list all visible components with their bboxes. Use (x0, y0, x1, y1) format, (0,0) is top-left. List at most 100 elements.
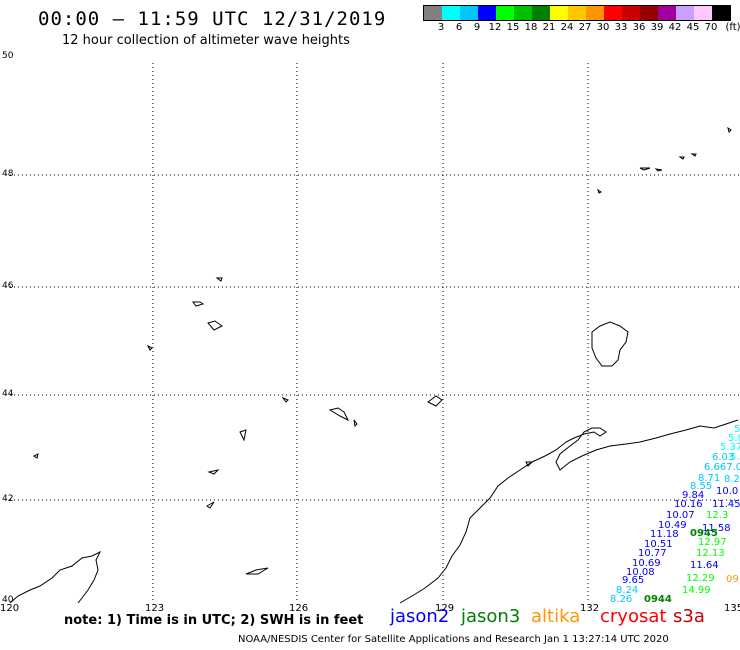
satellite-legend-jason3: jason3 (461, 606, 521, 627)
island-8 (206, 501, 215, 509)
wave-height-label: 5.37 (720, 442, 740, 453)
color-swatch (550, 6, 568, 20)
island-16 (690, 153, 697, 157)
color-swatch (694, 6, 712, 20)
color-legend-label: 36 (632, 22, 646, 33)
color-swatch (478, 6, 496, 20)
latitude-labels: 50 48 46 44 42 40 (2, 51, 14, 605)
wave-height-label: 10.07 (666, 510, 695, 521)
wave-height-label: 12.97 (698, 537, 727, 548)
island-15 (678, 156, 685, 160)
wave-height-label: 14.99 (682, 585, 711, 596)
island-9 (245, 567, 269, 575)
wave-height-label: 10.0 (716, 486, 738, 497)
wave-height-label: 6.03 (712, 452, 734, 463)
satellite-legend-cryosat: cryosat (600, 606, 667, 627)
wave-height-label: 12.13 (696, 548, 725, 559)
wave-height-label: 10.49 (658, 520, 687, 531)
mainland-coast (399, 419, 739, 604)
wave-height-label: 10.77 (638, 548, 667, 559)
longitude-label: 132 (580, 603, 599, 614)
color-swatch (442, 6, 460, 20)
satellite-legend-altika: altika (531, 606, 581, 627)
wave-height-label: 8.71 (698, 473, 720, 484)
wave-height-label: 11.64 (690, 560, 719, 571)
longitude-label: 126 (289, 603, 308, 614)
color-swatch (424, 6, 442, 20)
island-18 (654, 168, 663, 172)
color-legend-label: 3 (437, 22, 445, 33)
latitude-label: 40 (2, 595, 14, 605)
map-subtitle: 12 hour collection of altimeter wave hei… (62, 33, 350, 48)
island-7 (207, 469, 220, 475)
island-19 (727, 126, 732, 133)
longitude-label: 129 (435, 603, 454, 614)
color-legend-label: 12 (488, 22, 502, 33)
coastline (9, 126, 739, 604)
wave-height-label: 8.2 (724, 474, 740, 485)
southwest-coast (9, 550, 102, 604)
latitude-label: 42 (2, 494, 13, 504)
wave-height-labels: 5.35.855.375.36.036.667.08.718.28.559.84… (610, 424, 740, 605)
note-text: note: 1) Time is in UTC; 2) SWH is in fe… (64, 613, 364, 628)
wave-height-label: 0945 (690, 528, 718, 539)
wave-height-label: 5.3 (730, 452, 740, 463)
lat-lon-grid (10, 63, 740, 603)
latitude-label: 46 (2, 281, 14, 291)
wave-height-label: 11.18 (650, 529, 679, 540)
island-11 (33, 453, 39, 459)
color-legend-label: 33 (614, 22, 628, 33)
wave-height-label: 09 (726, 574, 739, 585)
color-legend-label: 15 (506, 22, 520, 33)
island-10 (281, 396, 289, 403)
wave-height-label: 8.24 (616, 585, 638, 596)
satellite-legend-jason2: jason2 (390, 606, 450, 627)
wave-height-label: 5.85 (728, 433, 740, 444)
color-swatch (532, 6, 550, 20)
island-2 (207, 320, 223, 331)
color-legend-label: 39 (650, 22, 664, 33)
color-swatch (514, 6, 532, 20)
island-lake-coast (591, 321, 629, 367)
wave-height-label: 11.58 (702, 523, 731, 534)
island-1 (192, 301, 205, 307)
longitude-label: 135 (724, 603, 740, 614)
longitude-label: 120 (0, 603, 19, 614)
color-swatch (568, 6, 586, 20)
wave-height-label: 0944 (644, 594, 672, 605)
color-legend-label: (ft) (725, 22, 740, 33)
island-14 (597, 188, 602, 194)
color-legend-label: 42 (668, 22, 682, 33)
wave-height-label: 10.69 (632, 558, 661, 569)
color-swatch (604, 6, 622, 20)
color-legend-label: 30 (596, 22, 610, 33)
color-swatch (640, 6, 658, 20)
island-4 (328, 407, 350, 422)
map-title: 00:00 – 11:59 UTC 12/31/2019 (38, 8, 387, 30)
color-legend-label: 24 (560, 22, 574, 33)
latitude-label: 44 (2, 389, 14, 399)
wave-height-label: 9.84 (682, 490, 704, 501)
wave-height-label: 8.55 (690, 481, 712, 492)
color-swatch (496, 6, 514, 20)
wave-height-label: 12.3 (706, 510, 728, 521)
island-5 (427, 395, 443, 407)
wave-height-label: 6.667.0 (704, 462, 740, 473)
island-6 (239, 429, 247, 442)
wave-height-label: 11.45 (712, 499, 740, 510)
color-swatch (460, 6, 478, 20)
color-legend-label: 70 (704, 22, 718, 33)
wave-height-label: 12.29 (686, 573, 715, 584)
color-swatch (712, 6, 730, 20)
color-legend-label: 45 (686, 22, 700, 33)
longitude-label: 123 (145, 603, 164, 614)
latitude-label: 50 (2, 51, 14, 61)
latitude-label: 48 (2, 169, 14, 179)
wave-height-label: 10.51 (644, 539, 673, 550)
island-3 (215, 277, 223, 282)
longitude-labels: 120 123 126 129 132 135 (0, 603, 740, 614)
wave-height-label: 10.16 (674, 499, 703, 510)
color-legend-bar (423, 5, 731, 21)
wave-height-label: 9.65 (622, 575, 644, 586)
